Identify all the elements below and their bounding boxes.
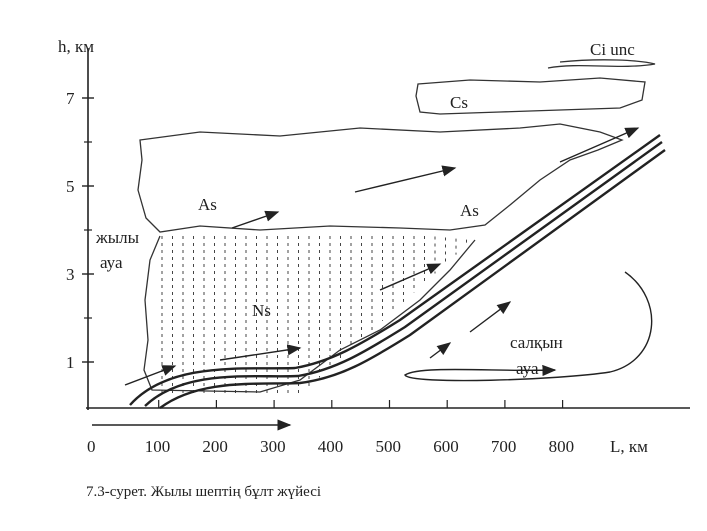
nimbostratus-cloud xyxy=(143,235,476,393)
x-tick-label: 500 xyxy=(376,437,402,456)
x-tick-label: 700 xyxy=(491,437,517,456)
y-tick-label: 3 xyxy=(66,265,75,284)
cirrus-cloud xyxy=(547,59,656,69)
x-tick-label: 300 xyxy=(260,437,286,456)
altostratus-label: As xyxy=(460,201,479,220)
front-surface-upper xyxy=(129,134,661,406)
x-tick-label: 800 xyxy=(549,437,575,456)
y-tick-label: 1 xyxy=(66,353,75,372)
front-surface-middle xyxy=(144,141,663,407)
y-axis-label: h, км xyxy=(58,37,94,56)
x-tick-label: 100 xyxy=(145,437,171,456)
altostratus-cloud xyxy=(137,123,624,233)
airflow-arrows xyxy=(92,127,653,431)
y-tick-label: 7 xyxy=(66,89,75,108)
front-surface-lower xyxy=(159,149,666,409)
cold-air-label: ауа xyxy=(516,359,539,378)
warm-air-label: ауа xyxy=(100,253,123,272)
cirrus-label: Ci unc xyxy=(590,40,635,59)
x-tick-label: 600 xyxy=(433,437,459,456)
cirrostratus-cloud xyxy=(415,77,646,115)
caption: 7.3-сурет. Жылы шептің бұлт жүйесі xyxy=(86,484,321,500)
warm-air-label: жылы xyxy=(95,228,140,247)
x-tick-label: 200 xyxy=(202,437,228,456)
x-axis-label: L, км xyxy=(610,437,648,456)
x-tick-label: 400 xyxy=(318,437,344,456)
y-tick-label: 5 xyxy=(66,177,75,196)
axes xyxy=(86,48,690,410)
nimbostratus-label: Ns xyxy=(252,301,271,320)
cirrostratus-label: Cs xyxy=(450,93,468,112)
x-tick-label: 0 xyxy=(87,437,96,456)
altostratus-label: As xyxy=(198,195,217,214)
cold-air-label: салқын xyxy=(510,333,563,352)
